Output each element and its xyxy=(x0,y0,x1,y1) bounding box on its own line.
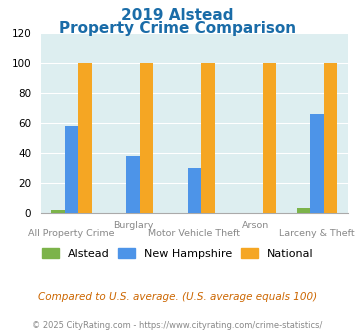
Text: Arson: Arson xyxy=(242,221,269,230)
Bar xyxy=(126,156,140,213)
Text: 2019 Alstead: 2019 Alstead xyxy=(121,8,234,23)
Text: Larceny & Theft: Larceny & Theft xyxy=(279,229,355,238)
Bar xyxy=(65,126,78,213)
Text: Burglary: Burglary xyxy=(113,221,153,230)
Bar xyxy=(297,208,310,213)
Text: Motor Vehicle Theft: Motor Vehicle Theft xyxy=(148,229,240,238)
Text: © 2025 CityRating.com - https://www.cityrating.com/crime-statistics/: © 2025 CityRating.com - https://www.city… xyxy=(32,321,323,330)
Bar xyxy=(310,114,324,213)
Bar xyxy=(201,63,215,213)
Bar xyxy=(263,63,276,213)
Legend: Alstead, New Hampshire, National: Alstead, New Hampshire, National xyxy=(38,244,317,263)
Bar xyxy=(51,210,65,213)
Text: All Property Crime: All Property Crime xyxy=(28,229,115,238)
Bar xyxy=(187,168,201,213)
Bar xyxy=(324,63,338,213)
Text: Compared to U.S. average. (U.S. average equals 100): Compared to U.S. average. (U.S. average … xyxy=(38,292,317,302)
Bar xyxy=(78,63,92,213)
Text: Property Crime Comparison: Property Crime Comparison xyxy=(59,21,296,36)
Bar xyxy=(140,63,153,213)
